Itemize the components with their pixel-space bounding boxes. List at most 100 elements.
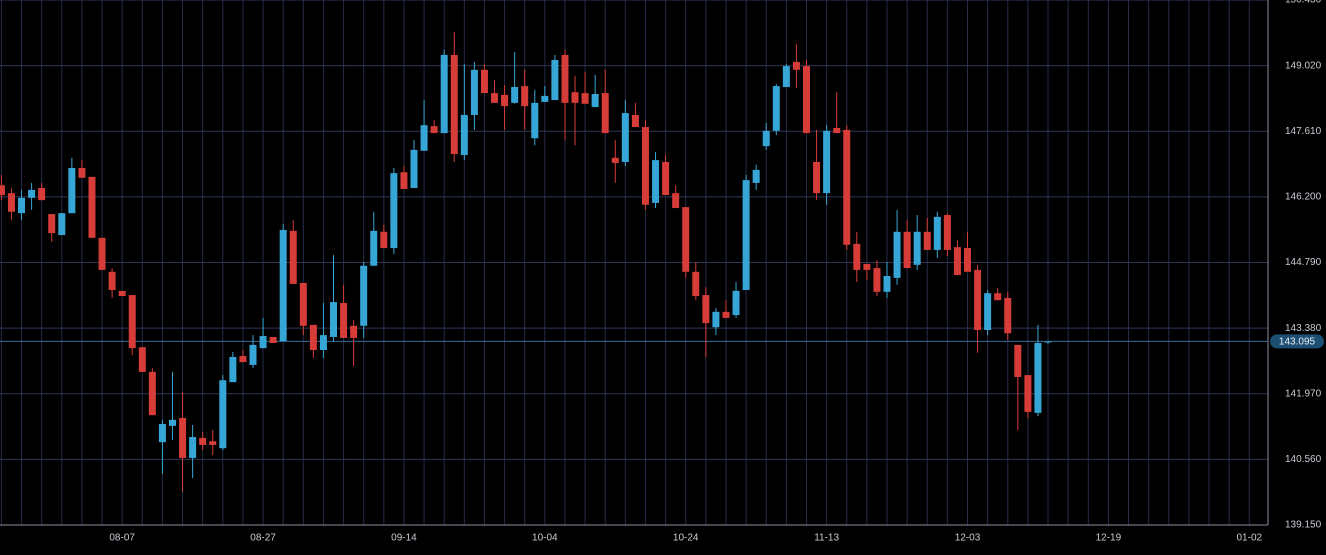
candle-body xyxy=(853,243,861,270)
y-tick-label: 149.020 xyxy=(1285,60,1322,71)
candle-body xyxy=(923,231,931,250)
candle-body xyxy=(883,275,891,292)
candle-body xyxy=(98,237,106,270)
candle-body xyxy=(28,189,36,198)
candle-body xyxy=(802,66,810,134)
candle-body xyxy=(158,424,166,443)
candle-body xyxy=(460,114,468,155)
candle-body xyxy=(209,441,217,445)
y-tick-label: 139.150 xyxy=(1285,520,1322,531)
candle-body xyxy=(813,161,821,194)
candle-body xyxy=(430,126,438,134)
candle-body xyxy=(571,92,579,103)
candle-body xyxy=(360,265,368,326)
candle-body xyxy=(249,344,257,365)
candle-body xyxy=(390,173,398,249)
y-tick-label: 146.200 xyxy=(1285,192,1322,203)
candle-body xyxy=(440,54,448,134)
candle-body xyxy=(259,336,267,349)
candle-body xyxy=(289,230,297,284)
candle-body xyxy=(631,114,639,128)
candle-body xyxy=(964,248,972,272)
y-tick-label: 150.430 xyxy=(1285,0,1322,6)
candle-body xyxy=(752,169,760,183)
candle-body xyxy=(138,347,146,372)
candle-body xyxy=(68,168,76,214)
candle-body xyxy=(913,231,921,265)
candle-body xyxy=(893,231,901,278)
candle-body xyxy=(279,229,287,342)
candle-body xyxy=(118,290,126,297)
candle-body xyxy=(873,268,881,292)
x-tick-label: 08-27 xyxy=(250,533,276,544)
x-tick-label: 12-19 xyxy=(1096,533,1122,544)
candle-body xyxy=(340,302,348,338)
candle-body xyxy=(480,69,488,94)
x-tick-label: 12-03 xyxy=(955,533,981,544)
candle-body xyxy=(601,93,609,134)
x-tick-label: 08-07 xyxy=(109,533,135,544)
candle-body xyxy=(561,54,569,103)
candle-body xyxy=(591,94,599,108)
candle-body xyxy=(370,230,378,266)
candle-body xyxy=(219,380,227,449)
candle-body xyxy=(621,113,629,162)
candle-body xyxy=(1004,297,1012,334)
candle-body xyxy=(108,271,116,290)
candle-body xyxy=(128,295,136,349)
candle-body xyxy=(189,437,197,458)
candle-body xyxy=(994,293,1002,301)
candle-body xyxy=(491,93,499,103)
candle-body xyxy=(611,157,619,163)
candle-body xyxy=(692,271,700,297)
candle-body xyxy=(581,93,589,104)
candle-body xyxy=(309,324,317,350)
candle-body xyxy=(541,95,549,102)
candle-body xyxy=(148,371,156,416)
candle-body xyxy=(350,325,358,338)
candle-body xyxy=(672,193,680,209)
candle-body xyxy=(0,185,5,196)
x-tick-label: 11-13 xyxy=(814,533,839,544)
candle-body xyxy=(662,161,670,196)
y-tick-label: 140.560 xyxy=(1285,454,1322,465)
candle-body xyxy=(732,290,740,316)
candle-body xyxy=(501,94,509,107)
candle-body xyxy=(299,282,307,326)
x-tick-label: 10-04 xyxy=(532,533,558,544)
x-tick-label: 10-24 xyxy=(673,533,699,544)
candle-body xyxy=(78,168,86,178)
candle-body xyxy=(18,197,26,214)
candle-body xyxy=(380,231,388,249)
candle-body xyxy=(843,129,851,245)
candle-body xyxy=(179,417,187,458)
candle-body xyxy=(38,188,46,201)
candle-body xyxy=(974,269,982,330)
candle-body xyxy=(400,172,408,189)
candle-body xyxy=(199,437,207,445)
candle-body xyxy=(933,216,941,250)
candle-body xyxy=(1014,344,1022,377)
candle-body xyxy=(7,193,15,212)
candle-body xyxy=(792,61,800,70)
candle-body xyxy=(511,87,519,103)
candle-body xyxy=(984,293,992,330)
candle-body xyxy=(319,335,327,350)
candle-body xyxy=(48,214,56,234)
last-price-label: 143.095 xyxy=(1279,337,1316,348)
candle-body xyxy=(1044,341,1052,343)
x-tick-label: 01-02 xyxy=(1236,533,1262,544)
candle-body xyxy=(641,127,649,205)
candle-body xyxy=(470,69,478,115)
candle-body xyxy=(531,102,539,139)
candle-body xyxy=(782,66,790,88)
candle-body xyxy=(239,356,247,363)
candle-body xyxy=(330,302,338,337)
candle-body xyxy=(269,336,277,344)
candle-body xyxy=(833,127,841,134)
candle-body xyxy=(420,125,428,151)
candle-body xyxy=(772,86,780,131)
